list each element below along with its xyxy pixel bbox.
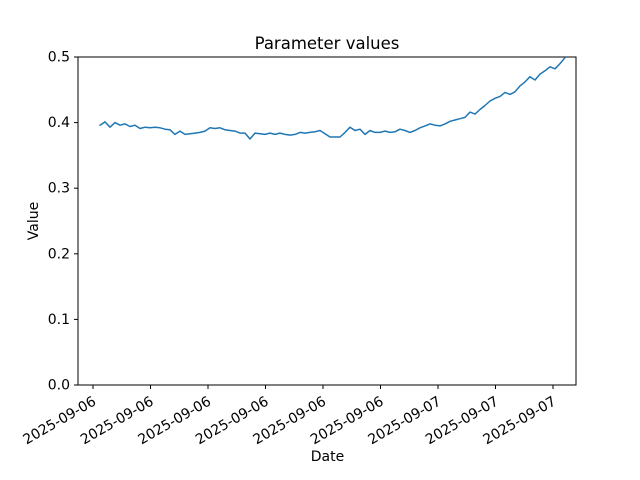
- y-tick-label: 0.2: [48, 246, 70, 262]
- y-tick-label: 0.1: [48, 312, 70, 328]
- x-tick-labels: 2025-09-06 2025-09-06 2025-09-06 2025-09…: [21, 394, 559, 449]
- y-tick-label: 0.0: [48, 378, 70, 394]
- plot-border: [77, 56, 577, 386]
- data-line: [99, 56, 566, 140]
- x-ticks: [92, 385, 554, 389]
- y-tick-label: 0.5: [48, 50, 70, 66]
- y-ticks: [74, 56, 78, 386]
- y-tick-labels: 0.0 0.1 0.2 0.3 0.4 0.5: [48, 50, 70, 394]
- y-tick-label: 0.4: [48, 115, 70, 131]
- y-tick-label: 0.3: [48, 181, 70, 197]
- x-axis-label: Date: [311, 449, 344, 465]
- y-axis-label: Value: [26, 202, 42, 240]
- chart-title: Parameter values: [255, 34, 400, 53]
